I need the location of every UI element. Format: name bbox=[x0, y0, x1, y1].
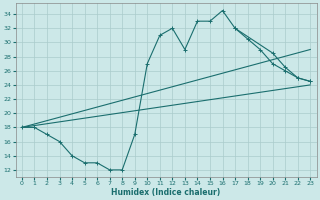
X-axis label: Humidex (Indice chaleur): Humidex (Indice chaleur) bbox=[111, 188, 221, 197]
